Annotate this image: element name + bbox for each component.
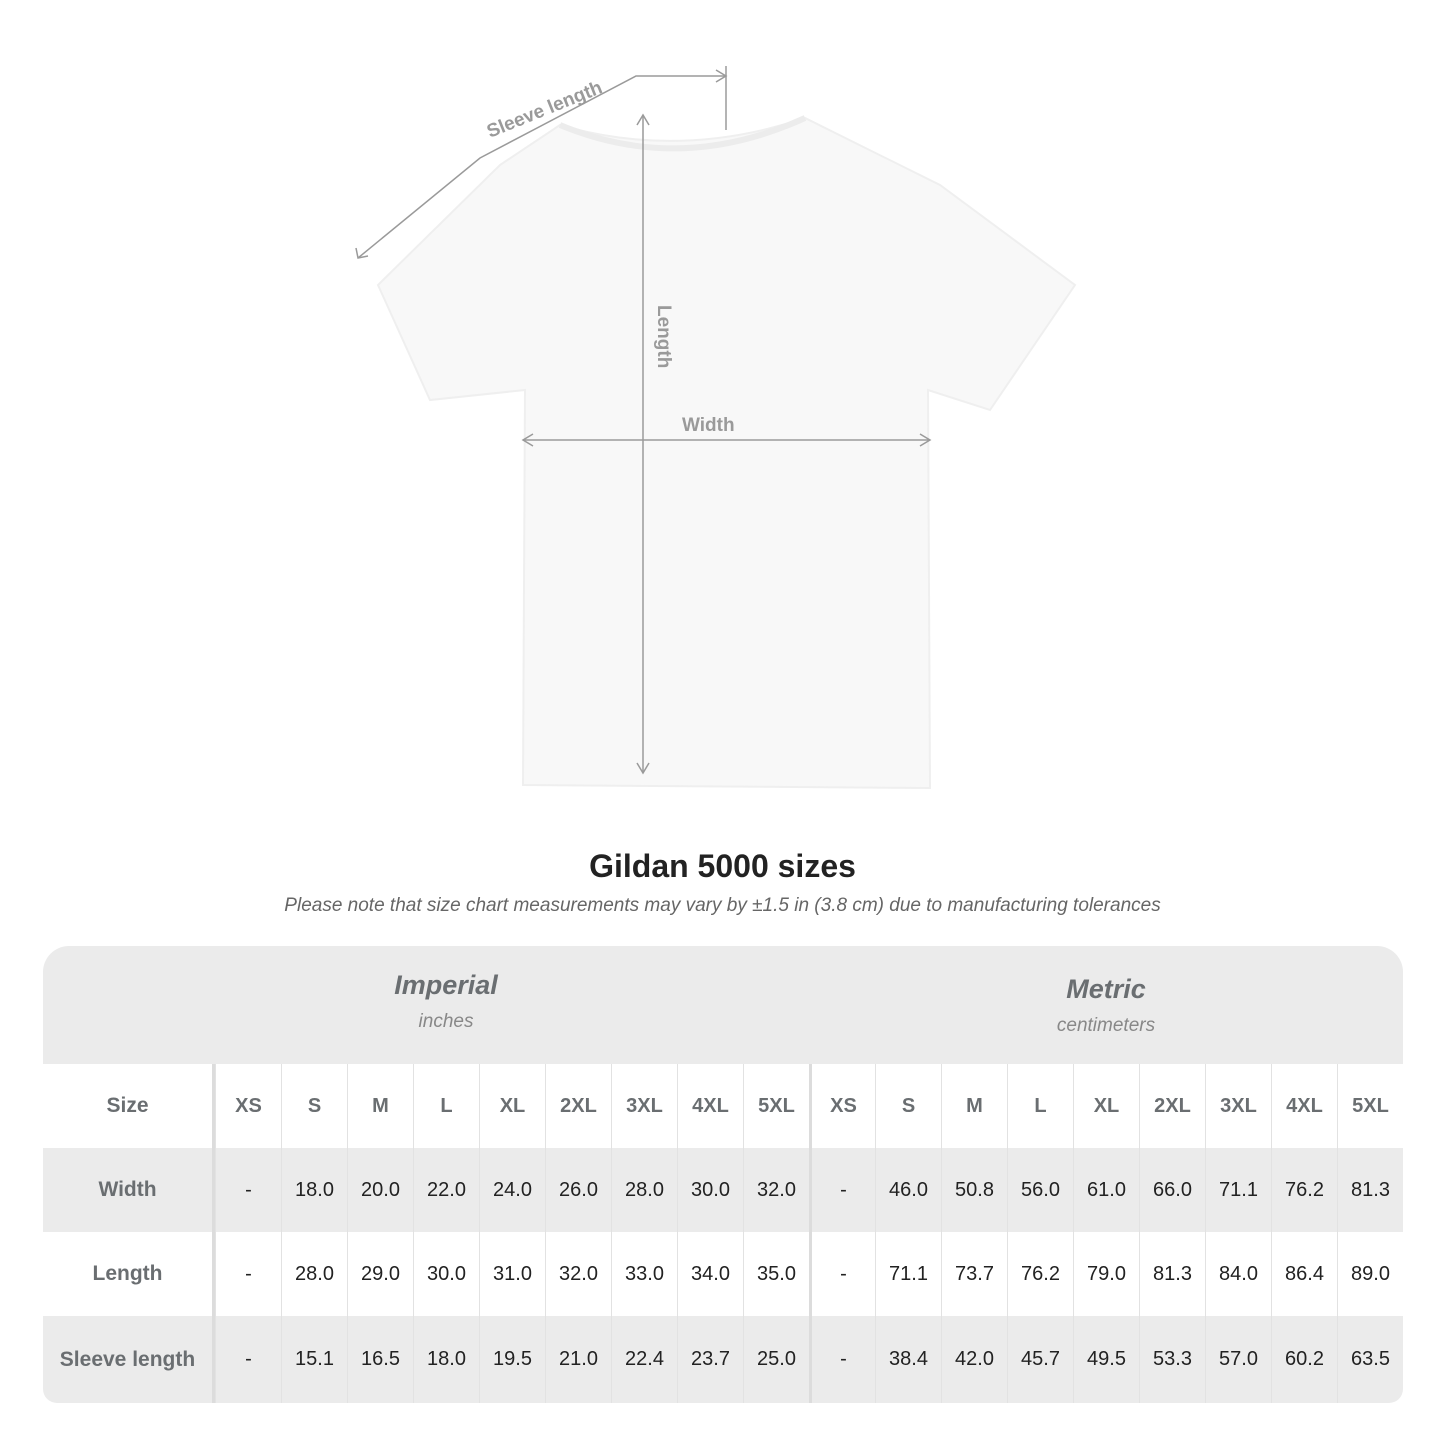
table-cell: 32.0 [545, 1232, 611, 1316]
table-cell: 22.4 [611, 1316, 677, 1403]
sleeve-measure-line [357, 75, 726, 259]
table-cell: 25.0 [743, 1316, 809, 1403]
table-cell: 46.0 [875, 1148, 941, 1232]
table-cell: - [215, 1316, 281, 1403]
unit-header: Imperial inches Metric centimeters [43, 946, 1403, 1064]
table-cell: 16.5 [347, 1316, 413, 1403]
size-metric-5xl: 5XL [1337, 1064, 1403, 1148]
table-row: Length -28.0 29.0 30.0 31.0 32.0 33.0 34.0 35.0-… [43, 1232, 1403, 1316]
size-metric-4xl: 4XL [1271, 1064, 1337, 1148]
tshirt-shape [376, 116, 1077, 790]
size-imperial-m: M [347, 1064, 413, 1148]
table-cell: 29.0 [347, 1232, 413, 1316]
table-cell: 15.1 [281, 1316, 347, 1403]
table-cell: - [809, 1232, 875, 1316]
table-cell: 20.0 [347, 1148, 413, 1232]
size-metric-2xl: 2XL [1139, 1064, 1205, 1148]
table-row: Width -18.0 20.0 22.0 24.0 26.0 28.0 30.0 32.0-4… [43, 1148, 1403, 1232]
tshirt-collar [558, 115, 807, 152]
table-cell: 26.0 [545, 1148, 611, 1232]
table-cell: 30.0 [413, 1232, 479, 1316]
table-cell: 42.0 [941, 1316, 1007, 1403]
size-imperial-xs: XS [215, 1064, 281, 1148]
imperial-header: Imperial inches [394, 970, 498, 1032]
table-cell: 24.0 [479, 1148, 545, 1232]
table-cell: 84.0 [1205, 1232, 1271, 1316]
size-label: Size [43, 1064, 215, 1148]
table-cell: 30.0 [677, 1148, 743, 1232]
table-cell: 86.4 [1271, 1232, 1337, 1316]
table-cell: - [809, 1148, 875, 1232]
row-label: Length [43, 1232, 215, 1316]
table-cell: 18.0 [281, 1148, 347, 1232]
size-metric-3xl: 3XL [1205, 1064, 1271, 1148]
table-cell: 50.8 [941, 1148, 1007, 1232]
table-cell: 28.0 [611, 1148, 677, 1232]
size-imperial-5xl: 5XL [743, 1064, 809, 1148]
table-cell: 19.5 [479, 1316, 545, 1403]
table-cell: 79.0 [1073, 1232, 1139, 1316]
table-cell: 89.0 [1337, 1232, 1403, 1316]
table-cell: 33.0 [611, 1232, 677, 1316]
size-metric-m: M [941, 1064, 1007, 1148]
size-chart-table: Imperial inches Metric centimeters Size X… [43, 946, 1403, 1403]
table-cell: - [809, 1316, 875, 1403]
table-cell: 81.3 [1337, 1148, 1403, 1232]
table-cell: 32.0 [743, 1148, 809, 1232]
length-label: Length [653, 305, 674, 368]
table-cell: 61.0 [1073, 1148, 1139, 1232]
table-cell: 31.0 [479, 1232, 545, 1316]
size-imperial-l: L [413, 1064, 479, 1148]
size-metric-xs: XS [809, 1064, 875, 1148]
page-title: Gildan 5000 sizes [589, 848, 856, 884]
table-cell: 56.0 [1007, 1148, 1073, 1232]
table-cell: 38.4 [875, 1316, 941, 1403]
table-cell: 76.2 [1271, 1148, 1337, 1232]
table-cell: 35.0 [743, 1232, 809, 1316]
table-row: Sleeve length -15.1 16.5 18.0 19.5 21.0 22.4 23… [43, 1316, 1403, 1403]
table-cell: 66.0 [1139, 1148, 1205, 1232]
size-imperial-s: S [281, 1064, 347, 1148]
size-imperial-4xl: 4XL [677, 1064, 743, 1148]
table-cell: 23.7 [677, 1316, 743, 1403]
size-imperial-xl: XL [479, 1064, 545, 1148]
tshirt-diagram: Sleeve length Length Width [355, 66, 1077, 790]
table-cell: 45.7 [1007, 1316, 1073, 1403]
size-header-row: Size XS S M L XL 2XL 3XL 4XL 5XL XS S M L XL 2XL 3XL 4XL 5… [43, 1064, 1403, 1148]
row-label: Sleeve length [43, 1316, 215, 1403]
size-metric-xl: XL [1073, 1064, 1139, 1148]
table-cell: 60.2 [1271, 1316, 1337, 1403]
width-label: Width [682, 415, 735, 436]
table-cell: 57.0 [1205, 1316, 1271, 1403]
table-cell: 73.7 [941, 1232, 1007, 1316]
table-cell: 28.0 [281, 1232, 347, 1316]
table-cell: 21.0 [545, 1316, 611, 1403]
table-cell: 71.1 [875, 1232, 941, 1316]
size-metric-l: L [1007, 1064, 1073, 1148]
size-imperial-2xl: 2XL [545, 1064, 611, 1148]
table-cell: 81.3 [1139, 1232, 1205, 1316]
metric-header: Metric centimeters [1056, 974, 1156, 1036]
table-cell: 34.0 [677, 1232, 743, 1316]
table-cell: 49.5 [1073, 1316, 1139, 1403]
table-cell: 22.0 [413, 1148, 479, 1232]
table-cell: 18.0 [413, 1316, 479, 1403]
table-cell: 71.1 [1205, 1148, 1271, 1232]
row-label: Width [43, 1148, 215, 1232]
tolerance-note: Please note that size chart measurements… [284, 895, 1161, 916]
size-metric-s: S [875, 1064, 941, 1148]
table-cell: 76.2 [1007, 1232, 1073, 1316]
table-cell: - [215, 1148, 281, 1232]
table-cell: - [215, 1232, 281, 1316]
table-cell: 53.3 [1139, 1316, 1205, 1403]
table-cell: 63.5 [1337, 1316, 1403, 1403]
size-imperial-3xl: 3XL [611, 1064, 677, 1148]
